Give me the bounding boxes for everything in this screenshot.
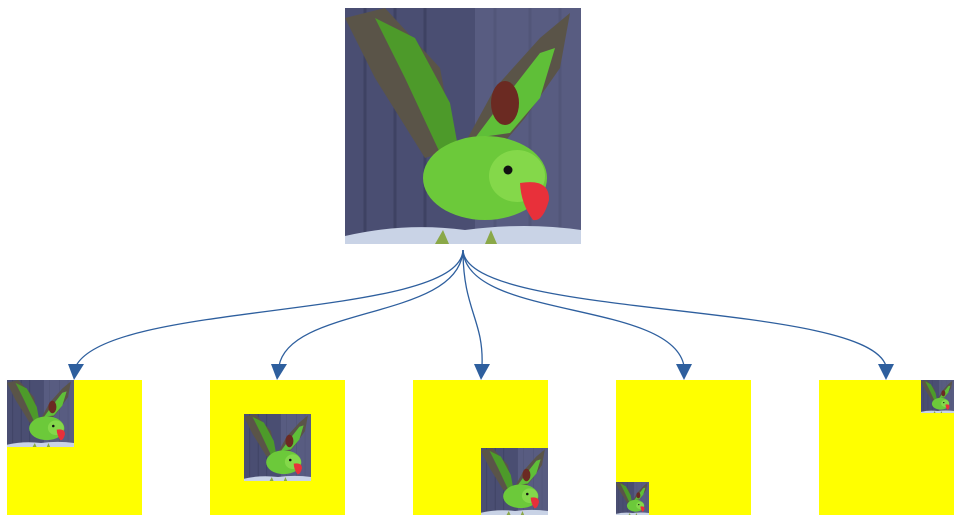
- parrot-crop: [616, 482, 649, 515]
- parrot-crop: [481, 448, 548, 515]
- parrot-crop: [7, 380, 74, 447]
- parrot-crop: [244, 414, 311, 481]
- arrow-to-crop-5: [462, 249, 887, 367]
- arrow-to-crop-3: [462, 249, 483, 367]
- crop-output-2: [210, 380, 345, 515]
- arrowhead-2: [271, 364, 287, 380]
- arrow-to-crop-4: [462, 249, 685, 367]
- crop-output-3: [413, 380, 548, 515]
- parrot-crop: [921, 380, 954, 413]
- arrowhead-4: [676, 364, 692, 380]
- arrowhead-5: [878, 364, 894, 380]
- arrow-to-crop-1: [75, 249, 464, 367]
- crop-output-4: [616, 380, 751, 515]
- arrows: [75, 249, 887, 367]
- crop-output-1: [7, 380, 142, 515]
- arrow-to-crop-2: [278, 249, 464, 367]
- arrowheads: [68, 364, 894, 380]
- source-image: [345, 8, 581, 244]
- arrowhead-3: [474, 364, 490, 380]
- arrowhead-1: [68, 364, 84, 380]
- crop-output-5: [819, 380, 954, 515]
